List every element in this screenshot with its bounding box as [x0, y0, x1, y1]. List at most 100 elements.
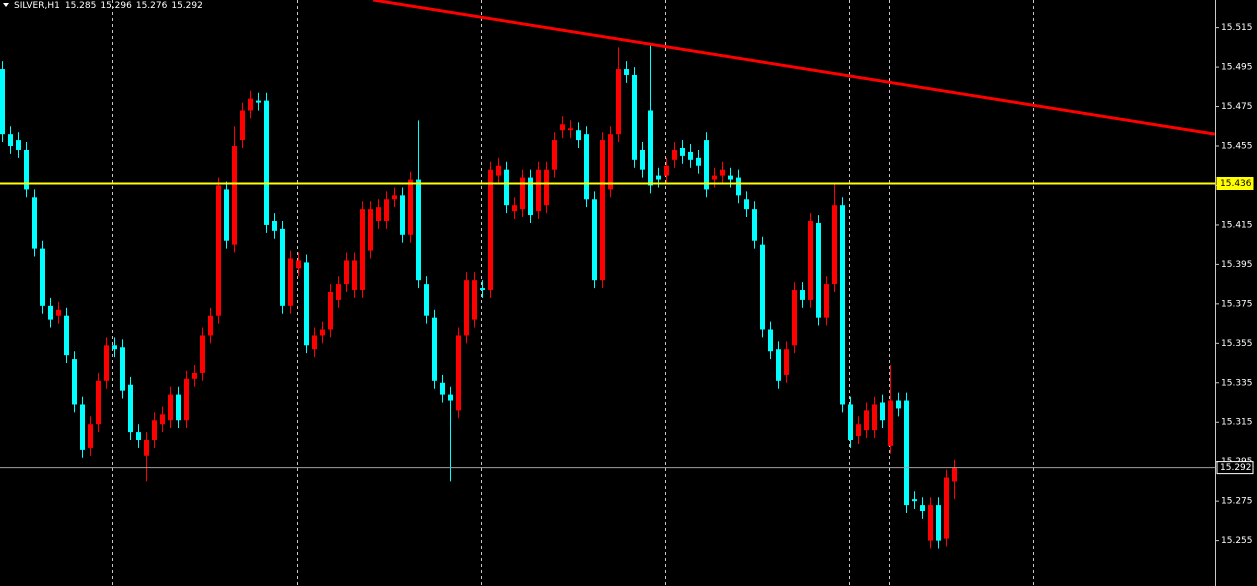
candle-body [184, 378, 189, 421]
price-label-box [1216, 176, 1254, 190]
candle-body [888, 400, 893, 446]
candle-body [712, 175, 717, 180]
candle-body [832, 205, 837, 285]
candle-body [200, 335, 205, 373]
candle-body [512, 205, 517, 212]
candle-body [576, 130, 581, 141]
candle-body [256, 100, 261, 103]
candle-body [400, 195, 405, 235]
y-tick-label: 15.315 [1221, 418, 1253, 428]
candle-body [40, 248, 45, 306]
candle-body [560, 124, 565, 131]
candle-body [152, 420, 157, 440]
y-tick-label: 15.375 [1221, 299, 1253, 309]
candle-body [376, 207, 381, 221]
y-tick-label: 15.495 [1221, 63, 1253, 73]
candle-body [736, 177, 741, 196]
candle-body [8, 134, 13, 147]
candle-body [752, 209, 757, 241]
candle-body [800, 290, 805, 300]
candle-body [432, 317, 437, 381]
y-tick-label: 15.455 [1221, 142, 1253, 152]
candle-body [760, 244, 765, 330]
candle-body [288, 258, 293, 306]
y-tick-label: 15.275 [1221, 497, 1253, 507]
high-price: 15.296 [100, 1, 132, 11]
candle-body [944, 477, 949, 539]
candle-body [96, 380, 101, 425]
candle-body [264, 100, 269, 225]
candle-body [672, 149, 677, 160]
candle-body [320, 329, 325, 336]
candle-body [312, 335, 317, 350]
y-tick-label: 15.475 [1221, 102, 1253, 112]
y-tick-label: 15.355 [1221, 339, 1253, 349]
candle-body [344, 260, 349, 285]
candle-body [840, 205, 845, 405]
candle-body [280, 228, 285, 306]
candle-body [416, 179, 421, 281]
candle-body [624, 69, 629, 75]
candle-body [80, 404, 85, 450]
candle-body [88, 424, 93, 448]
candle-body [816, 222, 821, 318]
candle-body [328, 292, 333, 330]
trendline [372, 0, 1216, 136]
candle-body [368, 209, 373, 251]
candle-body [408, 179, 413, 235]
close-price: 15.292 [171, 1, 203, 11]
candle-body [808, 220, 813, 300]
candle-body [304, 262, 309, 346]
candle-body [136, 432, 141, 440]
price-axis: 15.51515.49515.47515.45515.43515.41515.3… [1215, 23, 1254, 546]
candle-body [928, 505, 933, 541]
candle-body [920, 505, 925, 512]
candle-body [72, 359, 77, 405]
candle-body [56, 309, 61, 316]
candle-body [528, 177, 533, 216]
candle-body [480, 288, 485, 291]
menu-arrow [3, 3, 9, 7]
candle-body [32, 197, 37, 249]
candle-body [104, 345, 109, 381]
candle-body [160, 414, 165, 425]
candle-body [616, 69, 621, 135]
y-tick-label: 15.515 [1221, 23, 1253, 33]
candle-body [688, 151, 693, 160]
candle-body [936, 505, 941, 541]
y-tick-label: 15.255 [1221, 536, 1253, 546]
price-label: 15.436 [1220, 179, 1252, 189]
candle-body [704, 140, 709, 190]
candle-body [856, 424, 861, 437]
open-price: 15.285 [65, 1, 97, 11]
y-tick-label: 15.395 [1221, 260, 1253, 270]
candle-body [584, 134, 589, 200]
candle-body [504, 169, 509, 206]
candle-body [144, 439, 149, 456]
candle-body [440, 382, 445, 395]
candle-body [232, 146, 237, 245]
candle-body [224, 189, 229, 241]
candle-body [728, 175, 733, 180]
candle-body [424, 284, 429, 316]
time-separators [112, 0, 1034, 586]
candle-body [112, 345, 117, 350]
candle-body [64, 315, 69, 356]
candle-body [248, 98, 253, 111]
candle-body [0, 69, 5, 135]
candle-body [24, 149, 29, 190]
candle-body [488, 169, 493, 291]
candle-body [176, 394, 181, 421]
candle-body [168, 394, 173, 421]
candle-body [216, 185, 221, 316]
candle-body [16, 140, 21, 150]
candle-body [208, 315, 213, 336]
candle-body [544, 169, 549, 206]
candle-body [696, 157, 701, 166]
candle-body [880, 402, 885, 421]
y-tick-label: 15.335 [1221, 378, 1253, 388]
candle-body [592, 199, 597, 281]
candle-body [392, 195, 397, 200]
candle-body [496, 165, 501, 176]
